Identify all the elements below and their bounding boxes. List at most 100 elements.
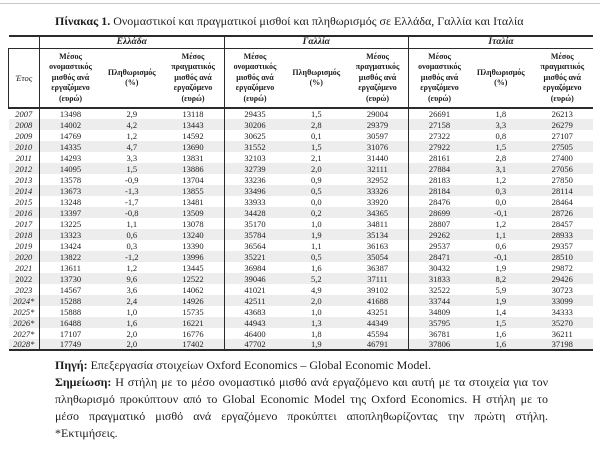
value-cell: 15888 xyxy=(39,306,101,317)
value-cell: 29004 xyxy=(366,109,389,119)
value-cell: 26213 xyxy=(551,109,573,119)
greece-nominal-wage-header: Μέσος ονομαστικός μισθός ανά εργαζόμενο … xyxy=(39,48,101,110)
value-cell: 28699 xyxy=(408,207,470,218)
value-cell: 31552 xyxy=(223,141,286,152)
value-cell: 28807 xyxy=(408,218,470,229)
source-text: Επεξεργασία στοιχείων Oxford Economics –… xyxy=(87,358,432,372)
table-row: 2011 14293 3,3 13831 32103 2,1 31440 28161 2,8 27… xyxy=(8,152,594,163)
value-cell: 35270 xyxy=(551,317,573,328)
value-cell: 13118 xyxy=(182,109,204,119)
value-cell: 13445 xyxy=(182,262,204,273)
value-cell: 27505 xyxy=(551,141,573,152)
value-cell: 1,8 xyxy=(310,328,322,339)
value-cell: 2,0 xyxy=(310,295,322,306)
value-cell: 34333 xyxy=(551,306,573,317)
value-cell: 28476 xyxy=(408,196,470,207)
value-cell: 1,3 xyxy=(310,317,322,328)
value-cell: 36984 xyxy=(223,262,286,273)
value-cell: 13443 xyxy=(182,119,204,130)
value-cell: 2,8 xyxy=(310,119,322,130)
value-cell: 32111 xyxy=(367,163,388,174)
value-cell: 30625 xyxy=(223,130,286,141)
value-cell: 31440 xyxy=(366,152,389,163)
value-cell: 28464 xyxy=(551,196,573,207)
value-cell: 27922 xyxy=(408,141,470,152)
year-cell: 2010 xyxy=(8,141,40,152)
france-inflation-header: Πληθωρισμός (%) xyxy=(285,48,347,110)
value-cell: 1,9 xyxy=(310,229,322,240)
value-cell: 1,1 xyxy=(495,229,507,240)
table-row: 2009 14769 1,2 14592 30625 0,1 30597 27322 0,8 27… xyxy=(8,130,594,141)
table-row: 2022 13730 9,6 12522 39046 5,2 37111 31833 8,2 29… xyxy=(8,273,593,284)
year-cell: 2023 xyxy=(8,284,40,295)
italy-nominal-wage-header: Μέσος ονομαστικός μισθός ανά εργαζόμενο … xyxy=(408,48,470,110)
value-cell: 2,0 xyxy=(126,328,138,339)
value-cell: 14335 xyxy=(39,141,101,152)
table-row: 2019 13424 0,3 13390 36564 1,1 36163 29537 0,6 29… xyxy=(8,240,594,251)
value-cell: -1,2 xyxy=(125,251,139,262)
year-cell: 2024* xyxy=(8,295,40,306)
value-cell: 13831 xyxy=(182,152,204,163)
value-cell: 28510 xyxy=(551,251,573,262)
table-row: 2027* 17107 2,0 16776 46400 1,8 45594 36781 1,6 3… xyxy=(8,328,594,339)
value-cell: 13578 xyxy=(39,174,101,185)
note-text: Η στήλη με το μέσο ονομαστικό μισθό ανά … xyxy=(55,375,548,441)
table-title-text: Ονομαστικοί και πραγματικοί μισθοί και π… xyxy=(110,14,524,28)
table-row: 2017 13225 1,1 13078 35170 1,0 34811 28807 1,2 28… xyxy=(8,218,594,229)
value-cell: 44943 xyxy=(223,317,286,328)
value-cell: 41021 xyxy=(223,284,286,295)
year-cell: 2027* xyxy=(8,328,40,339)
value-cell: 1,4 xyxy=(495,306,507,317)
table-row: 2018 13323 0,6 13240 35784 1,9 35134 29262 1,1 28… xyxy=(8,229,593,240)
value-cell: -0,9 xyxy=(125,174,139,185)
year-cell: 2017 xyxy=(8,218,40,229)
value-cell: 29435 xyxy=(223,108,286,119)
value-cell: 47702 xyxy=(223,339,286,350)
country-header-greece: Ελλάδα xyxy=(39,35,224,50)
value-cell: 2,8 xyxy=(495,152,507,163)
value-cell: 29426 xyxy=(551,273,573,284)
value-cell: 27158 xyxy=(408,119,470,130)
value-cell: 15288 xyxy=(39,295,101,306)
value-cell: 34809 xyxy=(408,306,470,317)
value-cell: 32522 xyxy=(408,284,470,295)
value-cell: 29262 xyxy=(408,229,470,240)
value-cell: 45594 xyxy=(366,328,389,339)
source-label: Πηγή: xyxy=(55,358,88,372)
value-cell: 37198 xyxy=(551,339,573,349)
value-cell: 13855 xyxy=(182,185,204,196)
value-cell: 1,9 xyxy=(495,262,507,273)
value-cell: 28183 xyxy=(408,174,470,185)
year-cell: 2012 xyxy=(8,163,40,174)
year-cell: 2021 xyxy=(8,262,40,273)
value-cell: 5,9 xyxy=(495,284,507,295)
value-cell: 34811 xyxy=(367,218,388,229)
value-cell: 0,0 xyxy=(310,196,322,207)
value-cell: 36163 xyxy=(366,240,389,251)
value-cell: 43683 xyxy=(223,306,286,317)
value-cell: 2,0 xyxy=(310,163,322,174)
year-cell: 2014 xyxy=(8,185,40,196)
country-header-row: Ελλάδα Γαλλία Ιταλία xyxy=(8,35,593,50)
year-cell: 2007 xyxy=(8,108,40,119)
value-cell: 13248 xyxy=(39,196,101,207)
value-cell: 3,3 xyxy=(126,152,138,163)
table-row: 2007 13498 2,9 13118 29435 1,5 29004 26691 1,8 26… xyxy=(8,108,594,119)
value-cell: 2,0 xyxy=(126,339,138,349)
value-cell: -0,1 xyxy=(494,207,508,218)
value-cell: 28933 xyxy=(551,229,573,240)
page-top-rule xyxy=(0,3,600,4)
value-cell: 28161 xyxy=(408,152,470,163)
value-cell: 4,2 xyxy=(126,119,138,130)
value-cell: 1,1 xyxy=(126,218,138,229)
value-cell: 36211 xyxy=(551,328,573,339)
value-cell: 35170 xyxy=(223,218,286,229)
france-nominal-wage-header: Μέσος ονομαστικός μισθός ανά εργαζόμενο … xyxy=(223,48,286,110)
value-cell: 1,6 xyxy=(126,317,138,328)
value-cell: 0,0 xyxy=(495,196,507,207)
year-cell: 2008 xyxy=(8,119,40,130)
value-cell: 0,6 xyxy=(126,229,138,240)
value-cell: 31076 xyxy=(366,141,389,152)
value-cell: 15735 xyxy=(182,306,204,317)
value-cell: 13704 xyxy=(182,174,204,185)
